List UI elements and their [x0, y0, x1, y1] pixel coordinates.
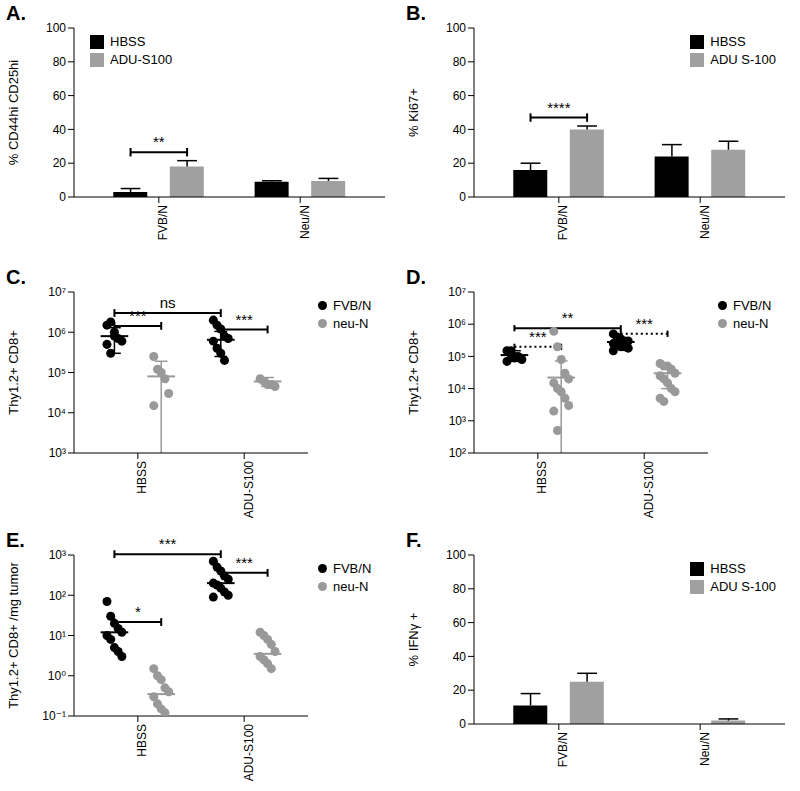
svg-text:FVB/N: FVB/N [556, 732, 570, 767]
html-text:F.: F. [406, 529, 422, 552]
html-text:B.: B. [406, 2, 426, 24]
html-text:FVB/N: FVB/N [733, 297, 772, 313]
svg-text:40: 40 [453, 123, 467, 137]
svg-text:Thy1.2+ CD8+: Thy1.2+ CD8+ [8, 330, 21, 415]
svg-text:% Ki67+: % Ki67+ [406, 88, 421, 137]
svg-text:100: 100 [446, 549, 466, 563]
svg-text:100: 100 [446, 21, 466, 35]
svg-text:10⁴: 10⁴ [447, 382, 466, 396]
html-text:E.: E. [6, 529, 25, 552]
svg-text:% IFNγ +: % IFNγ + [406, 613, 421, 667]
svg-text:10³: 10³ [49, 549, 66, 563]
svg-text:ADU-S100: ADU-S100 [242, 460, 256, 518]
svg-text:80: 80 [453, 582, 467, 596]
svg-text:**: ** [153, 133, 165, 150]
svg-text:***: *** [235, 554, 253, 571]
svg-text:Neu/N: Neu/N [298, 205, 312, 239]
svg-text:ns: ns [160, 294, 176, 311]
svg-text:20: 20 [453, 156, 467, 170]
svg-text:HBSS: HBSS [535, 461, 549, 494]
svg-text:40: 40 [453, 650, 467, 664]
html-text:ADU S-100: ADU S-100 [710, 579, 776, 595]
svg-text:***: *** [235, 310, 253, 327]
html-text:ADU S-100: ADU S-100 [710, 52, 776, 67]
svg-text:20: 20 [453, 684, 467, 698]
svg-text:80: 80 [53, 55, 67, 69]
svg-text:60: 60 [453, 616, 467, 630]
svg-text:10⁰: 10⁰ [48, 669, 66, 683]
svg-text:60: 60 [53, 89, 67, 103]
html-text:C.: C. [6, 265, 26, 288]
svg-text:40: 40 [53, 123, 67, 137]
html-text:FVB/N: FVB/N [333, 297, 372, 313]
svg-text:**: ** [562, 309, 574, 326]
svg-text:10⁵: 10⁵ [448, 349, 466, 363]
svg-text:60: 60 [453, 89, 467, 103]
html-text:FVB/N: FVB/N [333, 561, 372, 577]
svg-text:10⁴: 10⁴ [47, 406, 66, 420]
svg-text:0: 0 [459, 718, 466, 732]
svg-text:HBSS: HBSS [135, 724, 149, 757]
svg-text:10²: 10² [49, 589, 66, 603]
html-text:HBSS: HBSS [110, 34, 146, 49]
svg-text:10⁵: 10⁵ [48, 365, 66, 379]
html-text:HBSS: HBSS [710, 561, 746, 577]
svg-text:HBSS: HBSS [135, 461, 149, 494]
svg-text:FVB/N: FVB/N [156, 205, 170, 240]
svg-text:****: **** [547, 99, 571, 116]
svg-text:ADU-S100: ADU-S100 [642, 460, 656, 518]
svg-text:10¹: 10¹ [49, 629, 66, 643]
svg-text:10²: 10² [449, 446, 466, 460]
svg-text:10⁷: 10⁷ [448, 285, 466, 299]
svg-text:10⁻¹: 10⁻¹ [42, 710, 66, 724]
svg-text:Thy1.2+ CD8+: Thy1.2+ CD8+ [406, 330, 421, 415]
svg-text:10³: 10³ [449, 414, 466, 428]
svg-text:Neu/N: Neu/N [698, 205, 712, 239]
svg-text:10³: 10³ [49, 446, 66, 460]
html-text:HBSS: HBSS [710, 34, 746, 49]
svg-text:10⁷: 10⁷ [48, 285, 66, 299]
svg-text:ADU-S100: ADU-S100 [242, 724, 256, 782]
svg-text:20: 20 [53, 156, 67, 170]
html-text:A.: A. [6, 2, 26, 24]
svg-text:Neu/N: Neu/N [698, 732, 712, 766]
html-text:neu-N: neu-N [333, 579, 369, 595]
svg-text:Thy1.2+ CD8+ /mg tumor: Thy1.2+ CD8+ /mg tumor [8, 562, 21, 709]
svg-text:% CD44hi CD25hi: % CD44hi CD25hi [8, 60, 21, 166]
html-text:D.: D. [406, 265, 426, 288]
svg-text:***: *** [529, 328, 547, 345]
svg-text:10⁶: 10⁶ [48, 325, 66, 339]
html-text:neu-N: neu-N [733, 315, 769, 331]
svg-text:80: 80 [453, 55, 467, 69]
svg-text:***: *** [159, 535, 177, 552]
svg-text:100: 100 [46, 21, 66, 35]
svg-text:0: 0 [459, 190, 466, 204]
svg-text:FVB/N: FVB/N [556, 205, 570, 240]
svg-text:***: *** [129, 307, 147, 324]
html-text:neu-N: neu-N [333, 315, 369, 331]
html-text:ADU-S100: ADU-S100 [110, 52, 173, 67]
svg-text:*: * [135, 603, 141, 620]
svg-text:***: *** [635, 314, 653, 331]
svg-text:10⁶: 10⁶ [448, 317, 466, 331]
svg-text:0: 0 [59, 190, 66, 204]
